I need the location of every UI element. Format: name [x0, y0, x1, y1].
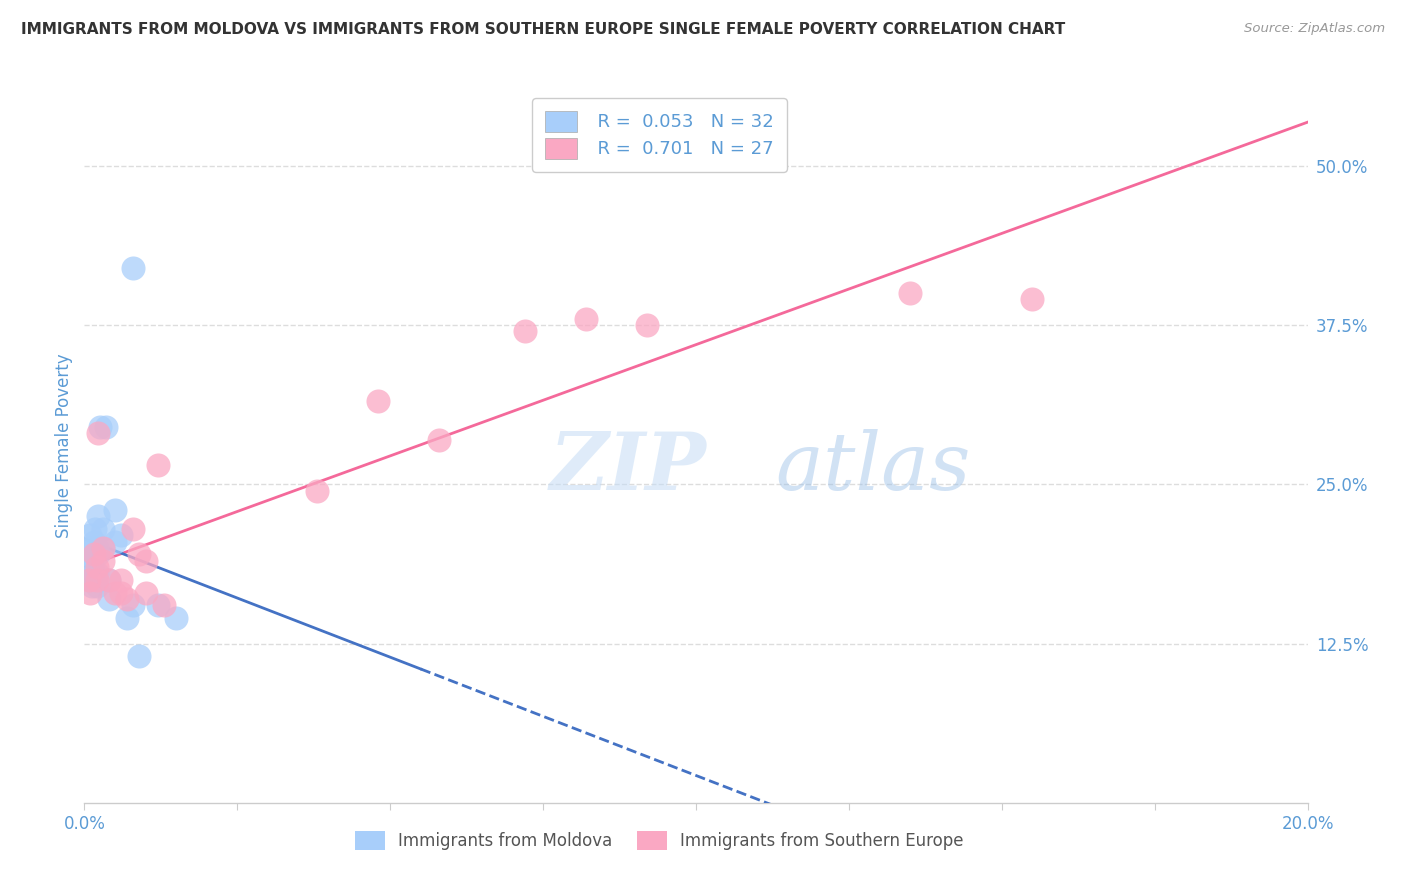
Point: [104, 534, 127, 549]
Text: IMMIGRANTS FROM MOLDOVA VS IMMIGRANTS FROM SOUTHERN EUROPE SINGLE FEMALE POVERTY: IMMIGRANTS FROM MOLDOVA VS IMMIGRANTS FR…: [21, 22, 1066, 37]
Point: [122, 260, 145, 275]
Point: [122, 599, 145, 613]
Point: [91, 554, 114, 568]
Legend: Immigrants from Moldova, Immigrants from Southern Europe: Immigrants from Moldova, Immigrants from…: [346, 822, 973, 859]
Point: [128, 649, 150, 664]
Text: ZIP: ZIP: [550, 429, 706, 506]
Point: [636, 318, 658, 332]
Point: [513, 324, 536, 338]
Point: [86, 573, 108, 587]
Point: [1021, 293, 1043, 307]
Point: [427, 433, 450, 447]
Point: [87, 547, 110, 561]
Point: [83, 534, 105, 549]
Point: [86, 566, 108, 581]
Point: [110, 528, 132, 542]
Point: [91, 541, 114, 555]
Text: Source: ZipAtlas.com: Source: ZipAtlas.com: [1244, 22, 1385, 36]
Point: [115, 591, 138, 606]
Point: [94, 420, 117, 434]
Point: [110, 585, 132, 599]
Point: [83, 566, 105, 581]
Point: [165, 611, 187, 625]
Point: [79, 585, 101, 599]
Point: [97, 591, 120, 606]
Point: [91, 541, 114, 555]
Point: [77, 560, 100, 574]
Point: [87, 426, 110, 441]
Point: [97, 573, 120, 587]
Point: [110, 573, 132, 587]
Y-axis label: Single Female Poverty: Single Female Poverty: [55, 354, 73, 538]
Point: [80, 560, 103, 574]
Point: [87, 509, 110, 524]
Point: [83, 547, 105, 561]
Point: [84, 522, 107, 536]
Point: [104, 502, 127, 516]
Point: [86, 560, 108, 574]
Point: [104, 585, 127, 599]
Point: [575, 311, 598, 326]
Point: [86, 541, 108, 555]
Point: [146, 599, 169, 613]
Point: [122, 522, 145, 536]
Point: [115, 611, 138, 625]
Point: [82, 579, 104, 593]
Point: [898, 286, 921, 301]
Point: [135, 554, 157, 568]
Point: [79, 528, 101, 542]
Point: [305, 483, 328, 498]
Point: [77, 547, 100, 561]
Point: [146, 458, 169, 472]
Point: [97, 573, 120, 587]
Point: [77, 573, 100, 587]
Point: [79, 541, 101, 555]
Point: [79, 573, 101, 587]
Point: [128, 547, 150, 561]
Point: [89, 420, 111, 434]
Point: [135, 585, 157, 599]
Point: [86, 579, 108, 593]
Point: [80, 541, 103, 555]
Point: [153, 599, 176, 613]
Point: [83, 547, 105, 561]
Point: [367, 394, 389, 409]
Point: [91, 522, 114, 536]
Text: atlas: atlas: [776, 429, 972, 506]
